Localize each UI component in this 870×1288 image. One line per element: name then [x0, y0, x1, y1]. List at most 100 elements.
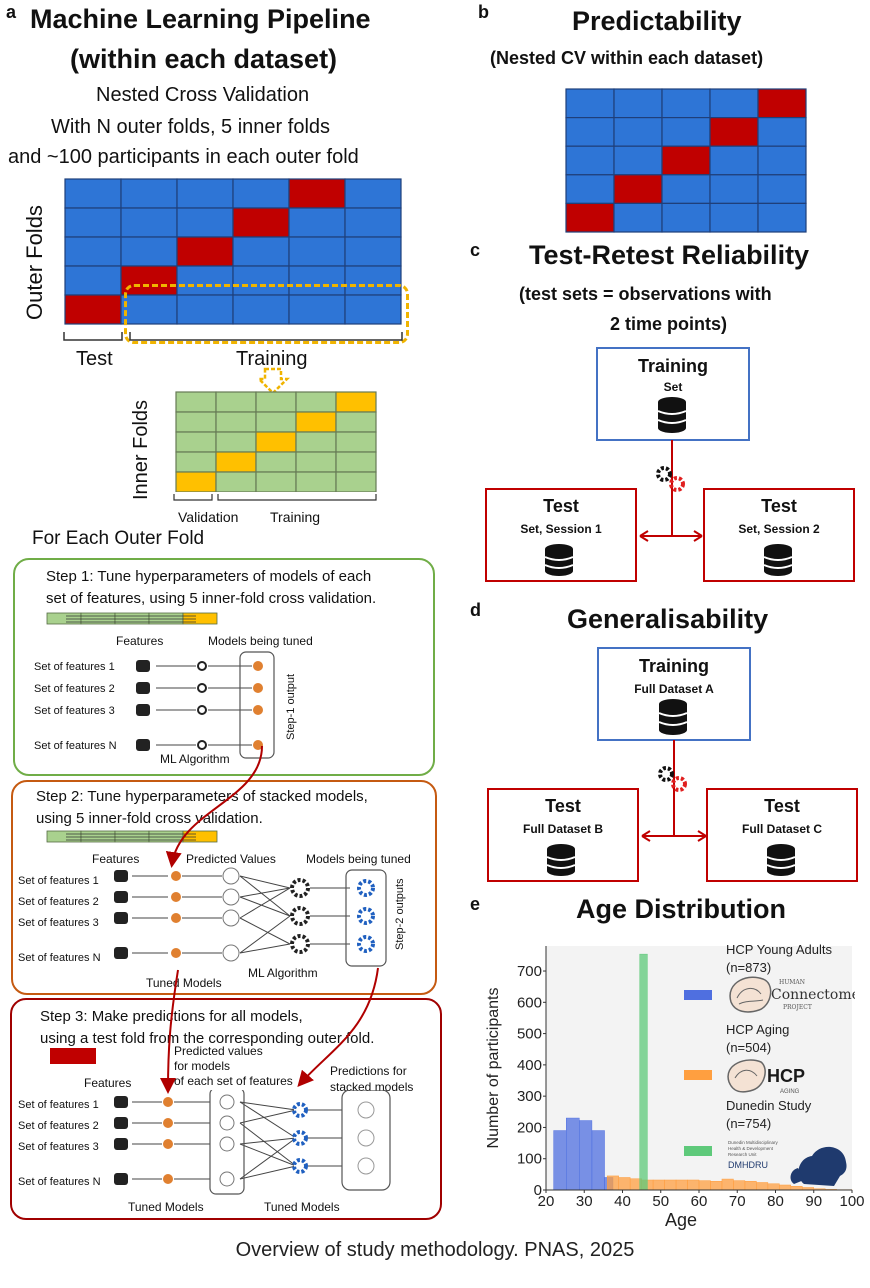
step-1-row-3: Set of features 3: [34, 705, 115, 717]
step-3-row-3: Set of features 3: [18, 1141, 99, 1153]
outer-fold-cell: [120, 236, 178, 267]
outer-fold-cell: [344, 265, 402, 296]
predictability-cell: [757, 145, 807, 176]
outer-fold-cell: [288, 294, 346, 325]
test-session-2-box: [703, 488, 855, 582]
inner-fold-cell: [175, 391, 217, 413]
test-session-1-box: [485, 488, 637, 582]
x-tick-label: 50: [652, 1193, 669, 1210]
step-3-line-2: using a test fold from the corresponding…: [40, 1030, 375, 1047]
predictability-cell: [661, 145, 711, 176]
inner-fold-cell: [175, 451, 217, 473]
outer-fold-cell: [176, 294, 234, 325]
predictability-cell: [709, 174, 759, 205]
y-tick-label: 300: [517, 1088, 542, 1105]
training-label: Training: [236, 348, 308, 370]
connectome-logo: HUMAN Connectome PROJECT: [729, 976, 855, 1013]
connectome-logo-main: Connectome: [771, 987, 855, 1003]
step-3-pv-line-2: for models: [174, 1059, 231, 1073]
step-1-line-1: Step 1: Tune hyperparameters of models o…: [46, 568, 372, 585]
database-icon: [657, 397, 687, 433]
for-each-outer-fold-heading: For Each Outer Fold: [32, 528, 205, 549]
panel-e-letter: e: [470, 894, 481, 914]
histogram-bar-series-0: [553, 1130, 567, 1191]
inner-folds-label: Inner Folds: [130, 399, 152, 500]
panel-a-title-1: Machine Learning Pipeline: [30, 4, 371, 34]
inner-fold-cell: [215, 451, 257, 473]
hcp-logo-sub: AGING: [780, 1089, 800, 1095]
inner-fold-cell: [335, 391, 377, 413]
histogram-bar-series-1: [664, 1179, 677, 1191]
step-1-row-2: Set of features 2: [34, 683, 115, 695]
legend-count: (n=873): [726, 960, 771, 975]
panel-c-letter: c: [470, 240, 481, 260]
test-label: Test: [76, 348, 113, 370]
dunedin-logo: Dunedin Multidisciplinary Health & Devel…: [728, 1140, 847, 1186]
training-set-title: Training: [637, 356, 708, 376]
test-dataset-c-box: [706, 788, 858, 882]
step-3-tuned-models-label-2: Tuned Models: [264, 1200, 340, 1214]
inner-fold-cell: [295, 411, 337, 433]
test-dataset-c-subtitle: Full Dataset C: [741, 822, 822, 836]
test-session-1-subtitle: Set, Session 1: [520, 522, 602, 536]
x-tick-label: 20: [538, 1193, 555, 1210]
outer-fold-cell: [232, 294, 290, 325]
outer-fold-cell: [176, 207, 234, 238]
outer-fold-cell: [120, 207, 178, 238]
predictability-cell: [757, 174, 807, 205]
test-dataset-b-title: Test: [545, 796, 581, 816]
y-tick-label: 200: [517, 1119, 542, 1136]
inner-fold-cell: [335, 431, 377, 453]
validation-label: Validation: [178, 509, 239, 525]
histogram-bar-series-2: [639, 953, 648, 1191]
database-icon: [546, 844, 576, 876]
fold-bar-cell: [182, 612, 218, 625]
inner-fold-cell: [175, 471, 217, 492]
age-distribution-chart: 20 30 40 50 60 70 80 90 100 0 100 200 300 400 500 600 70…: [485, 942, 865, 1230]
outer-fold-cell: [232, 265, 290, 296]
inner-fold-cell: [295, 471, 337, 492]
x-tick-label: 100: [839, 1193, 864, 1210]
generalisability-connectors: [641, 740, 707, 842]
predictability-cell: [661, 174, 711, 205]
dunedin-logo-line-2: Health & Development: [728, 1146, 774, 1151]
outer-fold-cell: [176, 236, 234, 267]
predictability-cell: [661, 88, 711, 119]
inner-fold-cell: [295, 431, 337, 453]
inner-fold-cell: [175, 411, 217, 433]
x-tick-label: 60: [691, 1193, 708, 1210]
x-tick-label: 30: [576, 1193, 593, 1210]
x-tick-label: 80: [767, 1193, 784, 1210]
legend-label: HCP Aging: [726, 1022, 789, 1037]
outer-fold-cell: [288, 207, 346, 238]
outer-fold-cell: [232, 178, 290, 209]
step-1-features-label: Features: [116, 634, 164, 648]
test-dataset-b-box: [487, 788, 639, 882]
histogram-bar-series-1: [687, 1179, 700, 1191]
y-tick-label: 0: [534, 1182, 542, 1199]
panel-d-letter: d: [470, 600, 481, 620]
outer-fold-cell: [176, 178, 234, 209]
step-2-flow-diagram: [114, 867, 387, 967]
outer-fold-cell: [64, 236, 122, 267]
step-2-ml-algorithm-label: ML Algorithm: [248, 966, 318, 980]
outer-fold-cell: [232, 207, 290, 238]
inner-fold-cell: [255, 411, 297, 433]
legend-swatch: [684, 1070, 712, 1080]
step-3-pv-line-3: of each set of features: [174, 1074, 293, 1088]
x-axis-label: Age: [665, 1210, 697, 1230]
training-dataset-subtitle: Full Dataset A: [634, 682, 714, 696]
inner-fold-cell: [215, 431, 257, 453]
training-set-subtitle: Set: [663, 380, 683, 394]
predictability-grid: [565, 88, 807, 233]
inner-fold-cell: [295, 451, 337, 473]
inner-fold-cell: [215, 391, 257, 413]
inner-fold-cell: [255, 471, 297, 492]
inner-fold-cell: [175, 431, 217, 453]
histogram-bar-series-1: [675, 1179, 688, 1191]
test-session-2-title: Test: [761, 496, 797, 516]
predictability-cell: [709, 117, 759, 147]
test-dataset-b-subtitle: Full Dataset B: [522, 822, 603, 836]
inner-fold-cell: [255, 391, 297, 413]
connectome-logo-sub: PROJECT: [783, 1004, 812, 1011]
